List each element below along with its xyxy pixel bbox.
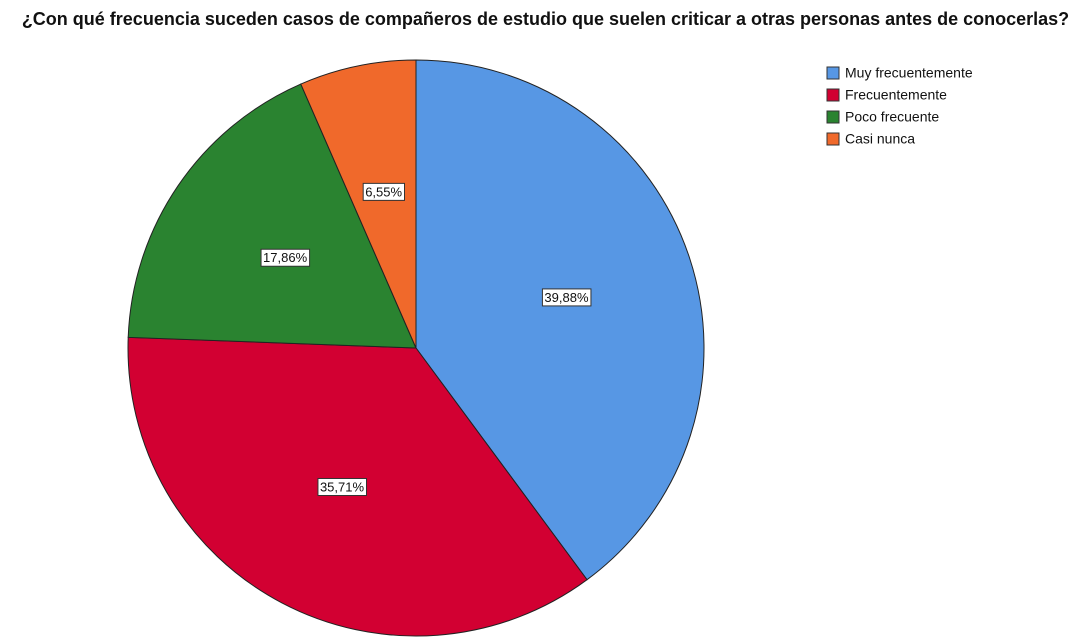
legend-swatch bbox=[826, 132, 840, 146]
legend-swatch bbox=[826, 88, 840, 102]
legend-swatch bbox=[826, 110, 840, 124]
data-label: 35,71% bbox=[320, 479, 365, 494]
data-label: 6,55% bbox=[365, 184, 402, 199]
data-label-box bbox=[362, 182, 405, 201]
legend-label: Frecuentemente bbox=[845, 87, 947, 103]
chart-title: ¿Con qué frecuencia suceden casos de com… bbox=[21, 9, 1070, 29]
data-label: 17,86% bbox=[263, 250, 308, 265]
legend-swatch bbox=[826, 66, 840, 80]
legend-label: Poco frecuente bbox=[845, 109, 939, 125]
data-label-box bbox=[541, 288, 592, 307]
legend-label: Casi nunca bbox=[845, 131, 915, 147]
data-label-box bbox=[260, 248, 311, 267]
pie-slice bbox=[127, 83, 417, 349]
data-label: 39,88% bbox=[544, 290, 589, 305]
pie-slice bbox=[300, 59, 417, 349]
pie-slice bbox=[415, 59, 705, 581]
data-label-box bbox=[317, 477, 367, 496]
legend-label: Muy frecuentemente bbox=[845, 65, 973, 81]
